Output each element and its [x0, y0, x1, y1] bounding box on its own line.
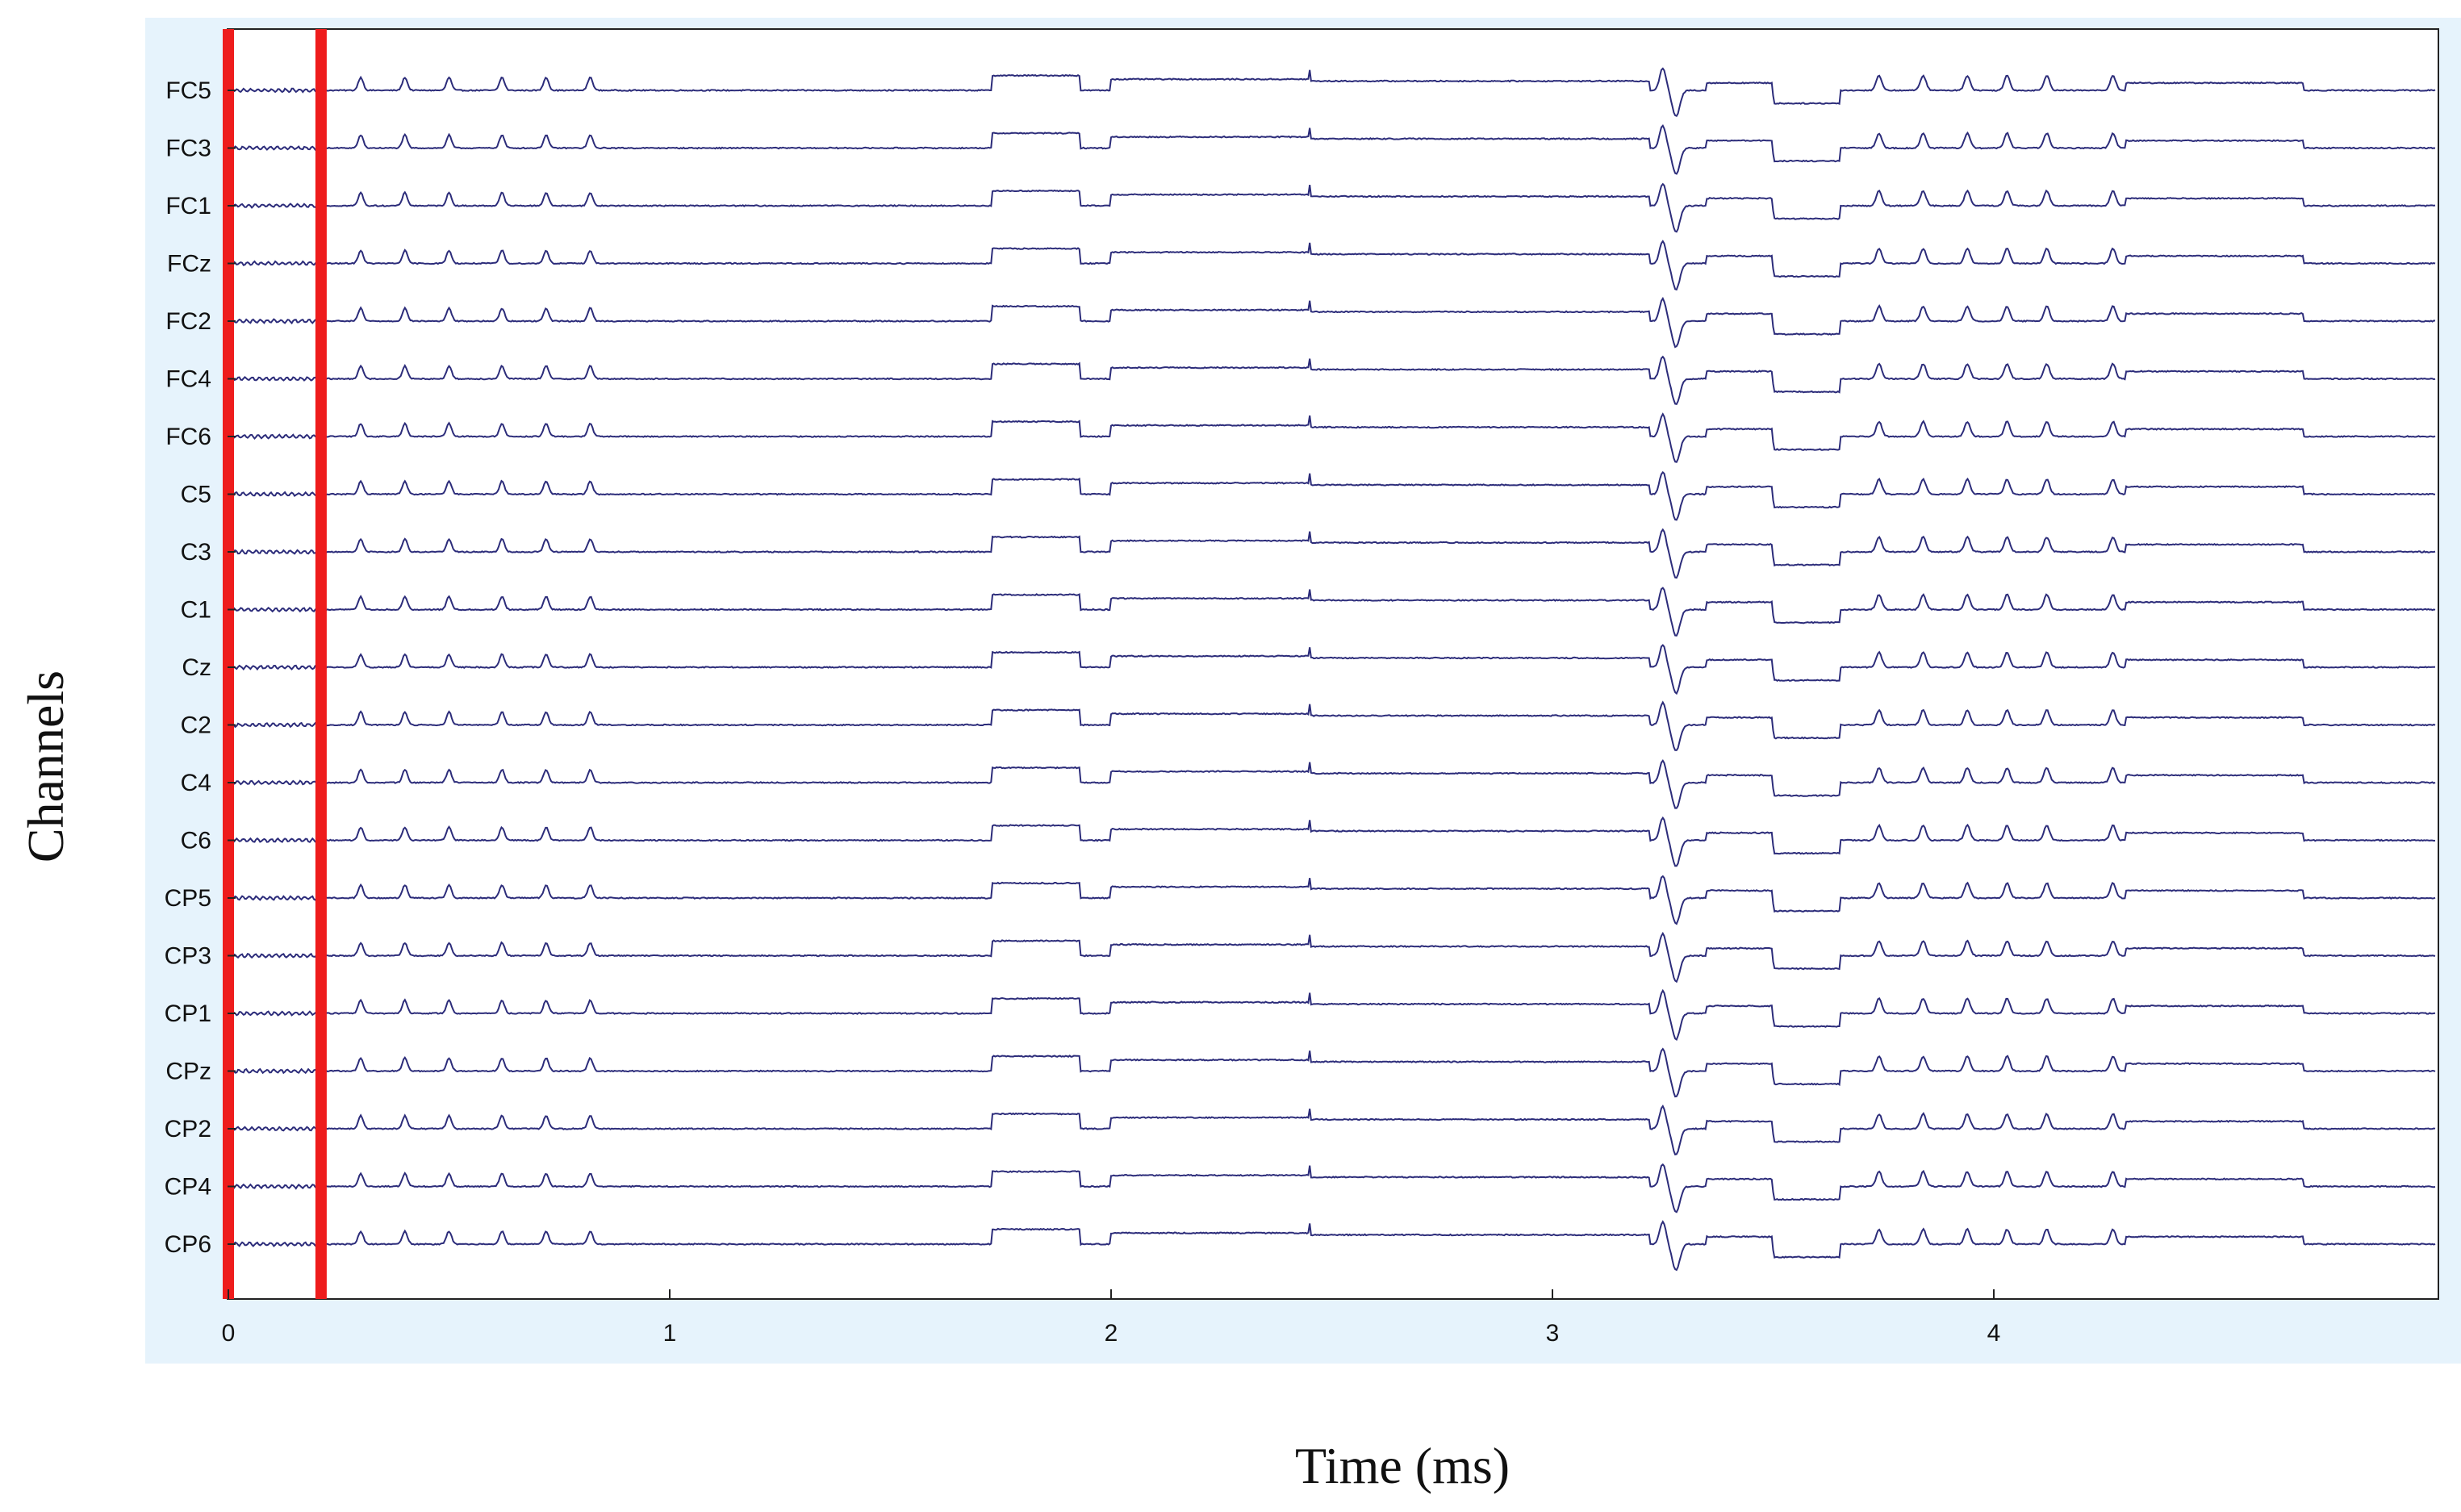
trace-fc4 [228, 355, 2436, 406]
channel-label-fc6: FC6 [165, 424, 211, 450]
trace-fc6 [228, 412, 2436, 463]
x-tick-label-2: 2 [1105, 1320, 1118, 1347]
trace-cp2 [228, 1104, 2436, 1156]
trace-c3 [228, 528, 2436, 579]
y-axis-label: Channels [17, 670, 74, 863]
channel-label-cp5: CP5 [165, 885, 211, 912]
x-tick-label-3: 3 [1546, 1320, 1560, 1347]
trace-fc2 [228, 296, 2436, 349]
x-axis: 0 1 2 3 4 [222, 1289, 2001, 1347]
x-axis-label: Time (ms) [1295, 1437, 1510, 1494]
trace-fcz [228, 240, 2436, 291]
channel-label-cp1: CP1 [165, 1000, 211, 1027]
trace-fc1 [228, 182, 2436, 233]
trace-cp4 [228, 1163, 2436, 1213]
trace-c6 [228, 816, 2436, 867]
channel-label-c6: C6 [181, 828, 211, 854]
channel-label-c4: C4 [181, 770, 211, 796]
channel-labels: FC5 FC3 FC1 FCz FC2 FC4 FC6 C5 C3 C1 Cz C2 C4 C6 CP5 CP… [165, 77, 236, 1258]
channel-label-fc4: FC4 [165, 366, 211, 393]
channel-label-cp2: CP2 [165, 1116, 211, 1142]
channel-label-cpz: CPz [165, 1059, 211, 1085]
x-tick-label-0: 0 [222, 1320, 236, 1347]
trace-c2 [228, 700, 2436, 751]
channel-label-c3: C3 [181, 539, 211, 566]
trace-cp3 [228, 931, 2436, 984]
highlight-markers [223, 29, 327, 1299]
trace-c4 [228, 759, 2436, 809]
channel-label-fcz: FCz [167, 251, 211, 278]
trace-cp1 [228, 988, 2436, 1042]
channel-label-c5: C5 [181, 482, 211, 508]
traces [228, 67, 2436, 1272]
trace-cpz [228, 1047, 2436, 1098]
trace-fc5 [228, 67, 2436, 117]
channel-label-cp3: CP3 [165, 943, 211, 970]
channel-label-c1: C1 [181, 597, 211, 624]
highlight-marker-1 [223, 29, 234, 1299]
channel-label-cp6: CP6 [165, 1231, 211, 1258]
trace-fc3 [228, 124, 2436, 175]
channel-label-cp4: CP4 [165, 1174, 211, 1201]
trace-cp5 [228, 875, 2436, 925]
channel-label-fc3: FC3 [165, 136, 211, 162]
trace-c1 [228, 587, 2436, 637]
trace-cz [228, 644, 2436, 695]
channel-label-fc1: FC1 [165, 193, 211, 219]
plot-area [227, 28, 2439, 1300]
x-tick-label-1: 1 [663, 1320, 677, 1347]
highlight-marker-2 [315, 29, 327, 1299]
trace-cp6 [228, 1220, 2436, 1272]
channel-label-c2: C2 [181, 712, 211, 739]
x-tick-label-4: 4 [1987, 1320, 2001, 1347]
trace-c5 [228, 470, 2436, 521]
channel-label-fc5: FC5 [165, 77, 211, 104]
channel-label-fc2: FC2 [165, 308, 211, 335]
channel-label-cz: Cz [182, 654, 211, 681]
